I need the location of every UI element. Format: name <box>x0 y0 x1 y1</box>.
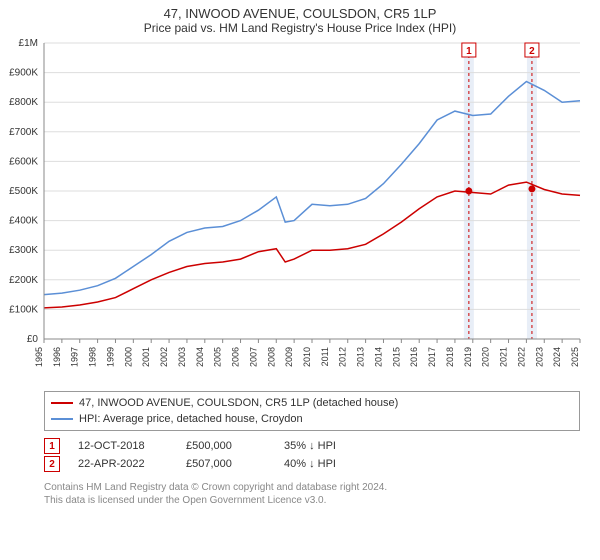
svg-text:2021: 2021 <box>499 347 509 367</box>
svg-text:2006: 2006 <box>231 347 241 367</box>
svg-text:1996: 1996 <box>52 347 62 367</box>
svg-text:£1M: £1M <box>19 38 38 49</box>
footnote-line: Contains HM Land Registry data © Crown c… <box>44 481 580 494</box>
svg-text:2024: 2024 <box>552 347 562 367</box>
sale-marker: 1 <box>44 438 60 454</box>
svg-text:£100K: £100K <box>9 304 38 315</box>
svg-text:2022: 2022 <box>516 347 526 367</box>
svg-text:£500K: £500K <box>9 186 38 197</box>
svg-text:2013: 2013 <box>356 347 366 367</box>
legend-label: 47, INWOOD AVENUE, COULSDON, CR5 1LP (de… <box>79 395 398 411</box>
legend-swatch <box>51 402 73 404</box>
svg-text:£800K: £800K <box>9 97 38 108</box>
svg-text:2015: 2015 <box>391 347 401 367</box>
legend-item: HPI: Average price, detached house, Croy… <box>51 411 573 427</box>
svg-text:2012: 2012 <box>338 347 348 367</box>
svg-text:2009: 2009 <box>284 347 294 367</box>
legend-label: HPI: Average price, detached house, Croy… <box>79 411 303 427</box>
legend-swatch <box>51 418 73 420</box>
svg-text:£200K: £200K <box>9 275 38 286</box>
svg-text:£600K: £600K <box>9 156 38 167</box>
svg-text:2005: 2005 <box>213 347 223 367</box>
svg-text:£900K: £900K <box>9 68 38 79</box>
svg-text:1999: 1999 <box>105 347 115 367</box>
sale-diff: 40% ↓ HPI <box>284 458 364 470</box>
svg-text:1998: 1998 <box>88 347 98 367</box>
sale-price: £507,000 <box>186 458 266 470</box>
footnote-line: This data is licensed under the Open Gov… <box>44 494 580 507</box>
legend-item: 47, INWOOD AVENUE, COULSDON, CR5 1LP (de… <box>51 395 573 411</box>
svg-text:2007: 2007 <box>248 347 258 367</box>
sale-date: 22-APR-2022 <box>78 458 168 470</box>
sale-marker: 2 <box>44 456 60 472</box>
sale-date: 12-OCT-2018 <box>78 440 168 452</box>
sale-diff: 35% ↓ HPI <box>284 440 364 452</box>
svg-text:2002: 2002 <box>159 347 169 367</box>
svg-text:2010: 2010 <box>302 347 312 367</box>
svg-text:2001: 2001 <box>141 347 151 367</box>
price-chart: 12£0£100K£200K£300K£400K£500K£600K£700K£… <box>44 39 580 385</box>
svg-text:1: 1 <box>466 46 472 57</box>
svg-text:2025: 2025 <box>570 347 580 367</box>
page-subtitle: Price paid vs. HM Land Registry's House … <box>0 21 600 39</box>
svg-text:1995: 1995 <box>34 347 44 367</box>
sale-price: £500,000 <box>186 440 266 452</box>
sale-row: 1 12-OCT-2018 £500,000 35% ↓ HPI <box>44 437 580 455</box>
svg-text:£700K: £700K <box>9 127 38 138</box>
svg-text:2017: 2017 <box>427 347 437 367</box>
page-title: 47, INWOOD AVENUE, COULSDON, CR5 1LP <box>0 0 600 21</box>
svg-text:£400K: £400K <box>9 216 38 227</box>
svg-text:2016: 2016 <box>409 347 419 367</box>
svg-text:£300K: £300K <box>9 245 38 256</box>
svg-text:2000: 2000 <box>123 347 133 367</box>
svg-text:1997: 1997 <box>70 347 80 367</box>
legend-box: 47, INWOOD AVENUE, COULSDON, CR5 1LP (de… <box>44 391 580 431</box>
svg-text:2003: 2003 <box>177 347 187 367</box>
svg-text:2018: 2018 <box>445 347 455 367</box>
svg-text:2020: 2020 <box>481 347 491 367</box>
footnote: Contains HM Land Registry data © Crown c… <box>44 481 580 507</box>
svg-text:2: 2 <box>529 46 535 57</box>
svg-text:2019: 2019 <box>463 347 473 367</box>
svg-text:2008: 2008 <box>266 347 276 367</box>
svg-text:2011: 2011 <box>320 347 330 366</box>
svg-text:£0: £0 <box>27 334 39 345</box>
svg-text:2014: 2014 <box>373 347 383 367</box>
sales-table: 1 12-OCT-2018 £500,000 35% ↓ HPI 2 22-APR-202… <box>44 437 580 473</box>
svg-text:2004: 2004 <box>195 347 205 367</box>
svg-text:2023: 2023 <box>534 347 544 367</box>
sale-row: 2 22-APR-2022 £507,000 40% ↓ HPI <box>44 455 580 473</box>
chart-svg: 12£0£100K£200K£300K£400K£500K£600K£700K£… <box>44 39 580 385</box>
